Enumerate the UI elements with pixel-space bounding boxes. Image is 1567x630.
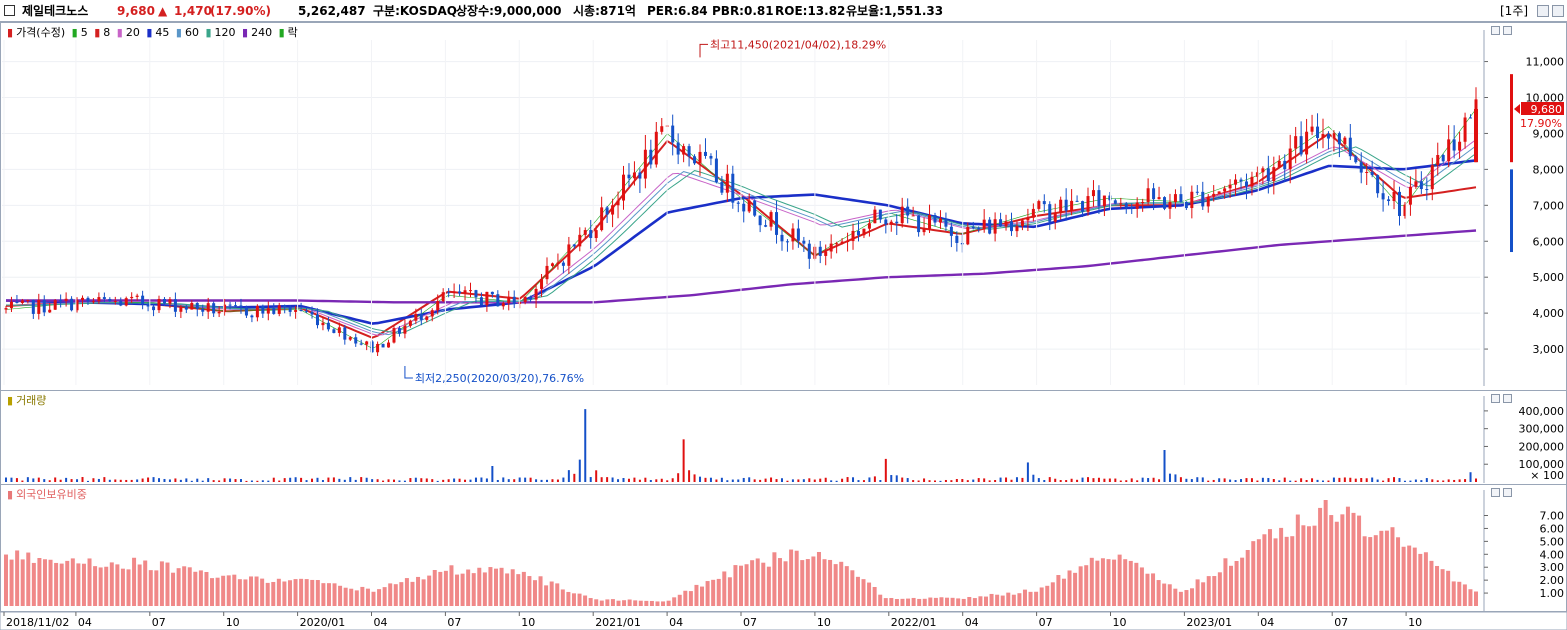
price-change-pct: (17.90%) [210, 4, 271, 18]
legend-swatch-icon: ▮ [146, 26, 153, 39]
select-checkbox[interactable] [4, 5, 15, 16]
market-type: 구분:KOSDAQ [373, 4, 457, 18]
legend-swatch-icon: ▮ [7, 26, 14, 39]
legend-ma240[interactable]: 240 [251, 26, 273, 39]
legend-ma60[interactable]: 60 [184, 26, 199, 39]
foreign-title[interactable]: 외국인보유비중 [16, 488, 87, 501]
legend-ma45[interactable]: 45 [155, 26, 170, 39]
volume-legend: ▮ 거래량 [7, 394, 49, 407]
x-tick-label: 2023/01 [1186, 616, 1232, 629]
legend-swatch-icon: ▮ [205, 26, 212, 39]
x-tick-label: 10 [226, 616, 240, 629]
x-tick-label: 10 [1408, 616, 1422, 629]
up-arrow-icon: ▲ [158, 4, 168, 18]
maximize-icon[interactable] [1537, 5, 1549, 17]
x-axis-strip [0, 611, 1567, 630]
legend-swatch-icon: ▮ [71, 26, 78, 39]
legend-swatch-icon: ▮ [7, 394, 14, 407]
panel-close-icon[interactable] [1503, 488, 1512, 497]
stock-header: 제일테크노스 9,680 ▲ 1,470 (17.90%) 5,262,487 … [0, 0, 1567, 22]
reserve-ratio: 유보율:1,551.33 [846, 4, 944, 18]
legend-ma8[interactable]: 8 [103, 26, 111, 39]
x-tick-label: 2018/11/02 [6, 616, 69, 629]
foreign-legend: ▮ 외국인보유비중 [7, 488, 90, 501]
legend-ma20[interactable]: 20 [125, 26, 140, 39]
x-tick-label: 07 [1334, 616, 1348, 629]
volume-panel: ▮ 거래량 [0, 390, 1567, 485]
legend-swatch-icon: ▮ [116, 26, 123, 39]
price-change: 1,470 [174, 4, 212, 18]
legend-ma120[interactable]: 120 [214, 26, 236, 39]
panel-close-icon[interactable] [1503, 394, 1512, 403]
panel-minimize-icon[interactable] [1491, 394, 1500, 403]
legend-swatch-icon: ▮ [94, 26, 101, 39]
trade-volume: 5,262,487 [298, 4, 366, 18]
x-tick-label: 2022/01 [891, 616, 937, 629]
x-tick-label: 04 [78, 616, 92, 629]
x-tick-label: 07 [743, 616, 757, 629]
x-tick-label: 04 [965, 616, 979, 629]
roe-value: ROE:13.82 [775, 4, 846, 18]
legend-ma5[interactable]: 5 [80, 26, 88, 39]
price-panel: ▮ 가격(수정) ▮ 5 ▮ 8 ▮ 20 ▮ 45 ▮ 60 ▮ 120 ▮ 240 ▮ 락 [0, 22, 1567, 391]
per-value: PER:6.84 [647, 4, 708, 18]
close-icon[interactable] [1552, 5, 1564, 17]
legend-swatch-icon: ▮ [7, 488, 14, 501]
legend-swatch-icon: ▮ [242, 26, 249, 39]
legend-swatch-icon: ▮ [278, 26, 285, 39]
market-cap: 시총:871억 [573, 4, 636, 18]
period-selector[interactable]: [1주] [1500, 4, 1529, 18]
x-tick-label: 2021/01 [595, 616, 641, 629]
x-tick-label: 07 [447, 616, 461, 629]
foreign-panel: ▮ 외국인보유비중 [0, 484, 1567, 612]
x-tick-label: 04 [669, 616, 683, 629]
listed-shares: 상장수:9,000,000 [456, 4, 562, 18]
x-tick-label: 10 [817, 616, 831, 629]
volume-title[interactable]: 거래량 [16, 394, 47, 407]
x-tick-label: 04 [1260, 616, 1274, 629]
x-tick-label: 10 [1113, 616, 1127, 629]
panel-close-icon[interactable] [1503, 26, 1512, 35]
panel-minimize-icon[interactable] [1491, 488, 1500, 497]
x-tick-label: 10 [521, 616, 535, 629]
x-tick-label: 07 [152, 616, 166, 629]
legend-swatch-icon: ▮ [175, 26, 182, 39]
legend-lock[interactable]: 락 [287, 26, 298, 39]
legend-price[interactable]: 가격(수정) [16, 26, 66, 39]
pbr-value: PBR:0.81 [712, 4, 774, 18]
x-tick-label: 2020/01 [300, 616, 346, 629]
current-price: 9,680 [117, 4, 155, 18]
x-tick-label: 04 [374, 616, 388, 629]
x-tick-label: 07 [1039, 616, 1053, 629]
stock-name[interactable]: 제일테크노스 [22, 4, 89, 18]
panel-minimize-icon[interactable] [1491, 26, 1500, 35]
price-legend: ▮ 가격(수정) ▮ 5 ▮ 8 ▮ 20 ▮ 45 ▮ 60 ▮ 120 ▮ 240 ▮ 락 [7, 26, 301, 39]
